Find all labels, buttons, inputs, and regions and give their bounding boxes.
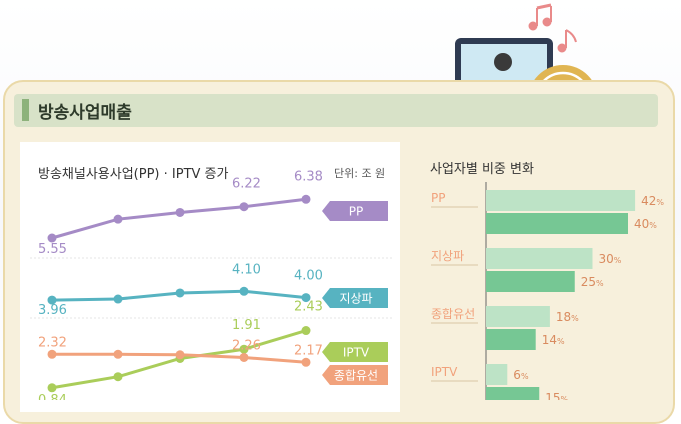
pp-series-point [113, 214, 123, 224]
terrestrial-series-name: 지상파 [339, 292, 372, 306]
pp-series-name: PP [349, 205, 363, 219]
line-chart: 5.55 6.22 6.38 PP 3.96 4.10 4.00 지상파 0.84 1.91 2.4… [30, 169, 392, 400]
bar [486, 248, 593, 269]
bar-category-label: PP [431, 191, 445, 205]
cable-series-name: 종합유선 [334, 369, 378, 383]
cable-series-value-label: 2.32 [38, 335, 67, 350]
bar-chart-title: 사업자별 비중 변화 [430, 162, 534, 177]
bar [486, 387, 540, 400]
bar-value-label: 42% [641, 194, 664, 208]
bar-value-label: 40% [634, 217, 657, 231]
bar-category-label: IPTV [431, 365, 458, 379]
terrestrial-series-value-label: 4.00 [294, 269, 323, 284]
bar-value-label: 30% [599, 252, 622, 266]
pp-series-value-label: 6.38 [294, 169, 323, 184]
pp-series-point [175, 207, 185, 217]
iptv-series-point [113, 372, 123, 382]
terrestrial-series-point [113, 294, 123, 304]
pp-series-point [301, 194, 311, 204]
bar-value-label: 14% [542, 333, 565, 347]
pp-series-point [47, 233, 57, 243]
terrestrial-series-point [301, 293, 311, 303]
cable-series-point [301, 357, 311, 367]
iptv-series-name: IPTV [343, 346, 370, 360]
iptv-series-value-label: 2.43 [294, 300, 323, 315]
terrestrial-series-tag: 지상파 [322, 288, 388, 308]
terrestrial-series-value-label: 3.96 [38, 303, 67, 318]
iptv-series-tag: IPTV [322, 342, 388, 362]
terrestrial-series-value-label: 4.10 [232, 262, 261, 277]
title-bullet [22, 99, 29, 121]
page-title: 방송사업매출 [38, 103, 132, 123]
iptv-series-point [239, 344, 249, 354]
cable-series-point [47, 349, 57, 359]
bar [486, 271, 575, 292]
terrestrial-series-point [239, 286, 249, 296]
bar [486, 329, 536, 350]
cable-series-point [175, 350, 185, 360]
bar [486, 213, 628, 234]
bar [486, 364, 508, 385]
bar-chart: PP 42% 40% 지상파 30% 25% 종합유선 18% 14% IPTV 6% 15% [431, 182, 664, 400]
cable-series-point [113, 349, 123, 359]
cable-series-point [239, 352, 249, 362]
unit-label: 단위: 조 원 [334, 167, 386, 180]
bar-category-label: 종합유선 [431, 307, 475, 321]
bar-value-label: 6% [513, 368, 529, 382]
bar [486, 306, 550, 327]
iptv-series-point [47, 383, 57, 393]
iptv-series-value-label: 1.91 [232, 318, 261, 333]
bar-category-label: 지상파 [431, 249, 464, 263]
pp-series-value-label: 5.55 [38, 242, 67, 257]
iptv-series-point [301, 326, 311, 336]
terrestrial-series-point [175, 288, 185, 298]
pp-series-tag: PP [322, 201, 388, 221]
cable-series-value-label: 2.17 [294, 343, 323, 358]
iptv-series-value-label: 0.84 [38, 393, 67, 400]
terrestrial-series-point [47, 295, 57, 305]
pp-series-value-label: 6.22 [232, 177, 261, 192]
bar [486, 190, 636, 211]
bar-value-label: 25% [581, 275, 604, 289]
bar-value-label: 18% [556, 310, 579, 324]
line-chart-title: 방송채널사용사업(PP) · IPTV 증가 [38, 167, 229, 182]
person-icon [494, 53, 512, 71]
pp-series-point [239, 202, 249, 212]
cable-series-value-label: 2.26 [232, 338, 261, 353]
bar-value-label: 15% [545, 391, 568, 400]
music-note-icon [528, 3, 577, 53]
cable-series-tag: 종합유선 [322, 365, 388, 385]
title-bar [14, 94, 658, 127]
